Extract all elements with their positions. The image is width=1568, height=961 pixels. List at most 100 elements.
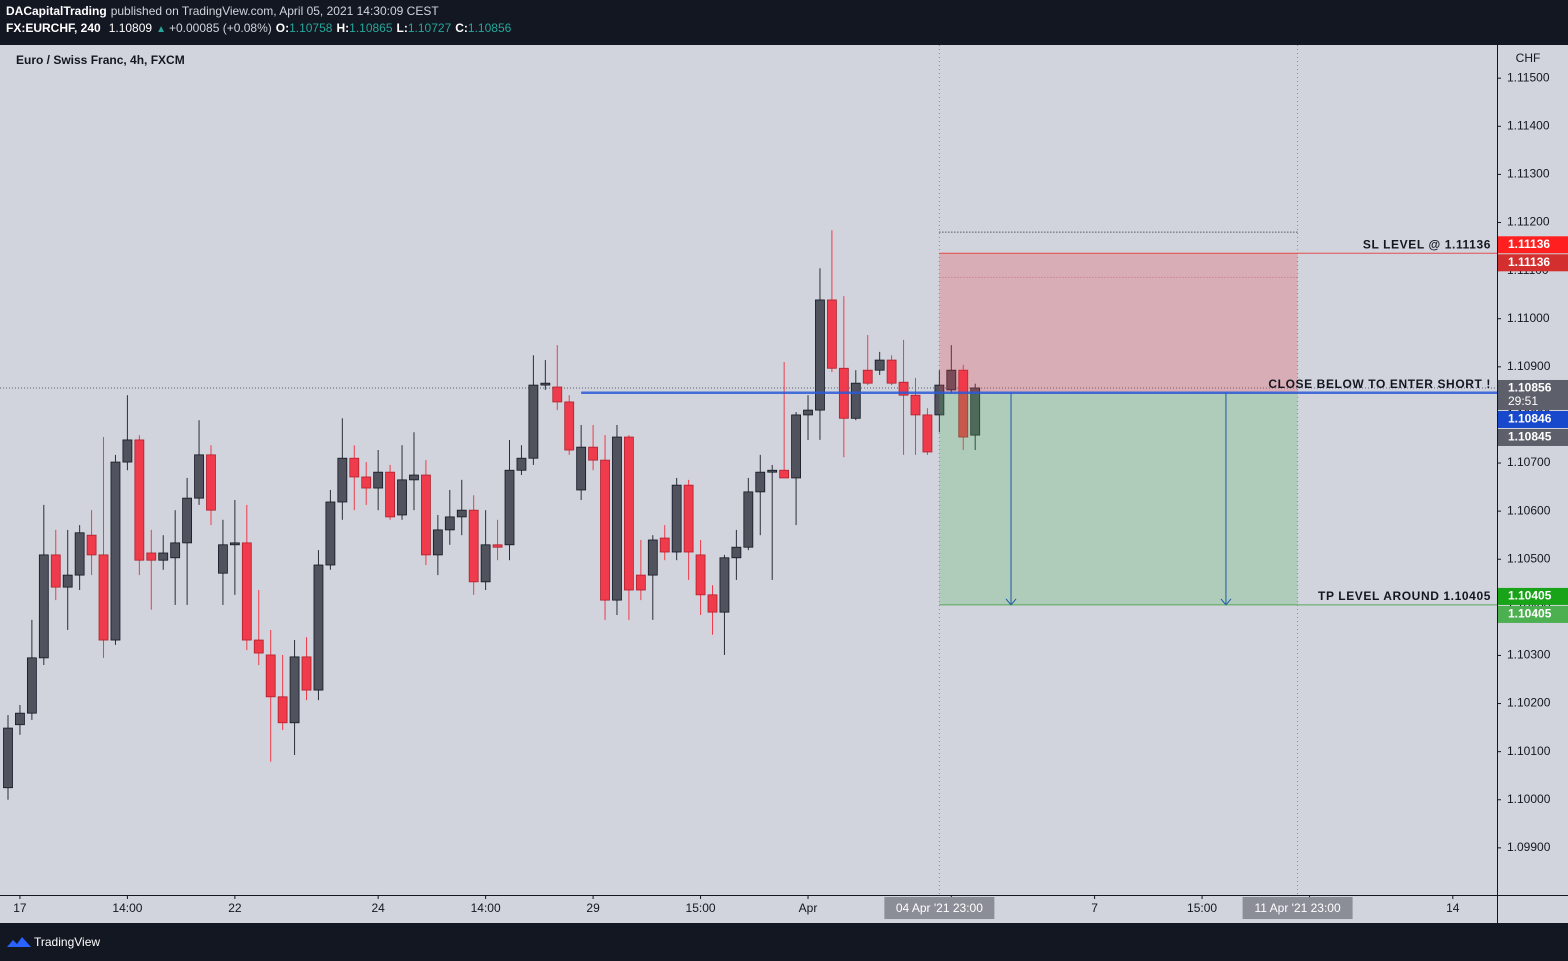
candle-body	[86, 534, 97, 556]
candle-body	[934, 384, 945, 416]
y-tick-label: 1.11000	[1507, 311, 1550, 325]
price-label-bg	[1498, 587, 1568, 605]
ohlc-label: H:	[336, 21, 349, 35]
candle-body	[958, 369, 969, 438]
candle-body	[158, 552, 169, 561]
candle-body	[289, 656, 300, 724]
x-tick-label: 29	[586, 901, 600, 915]
candle-body	[432, 529, 443, 556]
candle-body	[588, 446, 598, 461]
x-tick-label: 17	[13, 901, 27, 915]
ohlc-label: O:	[276, 21, 289, 35]
candle-body	[707, 594, 718, 613]
level-annotation: SL LEVEL @ 1.11136	[1363, 237, 1491, 251]
candle-body	[850, 382, 861, 419]
candle-body	[910, 394, 921, 416]
marker-label: 11 Apr '21 23:00	[1255, 901, 1341, 915]
candle-body	[683, 484, 694, 553]
marker-label: 04 Apr '21 23:00	[896, 901, 983, 915]
price-label: 1.10846	[1508, 412, 1552, 426]
candle-body	[516, 457, 527, 471]
x-tick-label: 14:00	[112, 901, 142, 915]
ohlc-value: 1.10856	[468, 21, 512, 35]
candle-body	[504, 469, 515, 546]
candle-body	[456, 509, 467, 518]
candle-body	[38, 554, 49, 659]
candle-body	[755, 471, 766, 493]
logo	[7, 937, 31, 947]
x-tick-label: 14	[1446, 901, 1460, 915]
candle-body	[218, 544, 228, 574]
candles	[3, 230, 981, 800]
level-annotation: CLOSE BELOW TO ENTER SHORT !	[1268, 377, 1491, 391]
candle-body	[576, 446, 587, 491]
candle-body	[253, 639, 264, 654]
symbol: FX:EURCHF, 240	[6, 21, 101, 35]
candle-body	[182, 497, 193, 544]
candle-body	[564, 401, 575, 451]
price-label: 1.10405	[1508, 607, 1552, 621]
candle-body	[361, 476, 372, 489]
candle-body	[815, 299, 825, 411]
y-tick-label: 1.10600	[1507, 503, 1551, 517]
y-tick-label: 1.10900	[1507, 359, 1551, 373]
candle-body	[528, 384, 539, 459]
candle-body	[409, 474, 419, 481]
candle-body	[241, 542, 252, 641]
author: DACapitalTrading	[6, 4, 107, 18]
y-tick-label: 1.09900	[1507, 840, 1551, 854]
candle-body	[15, 712, 25, 726]
price-label: 1.11136	[1508, 237, 1550, 251]
brand: TradingView	[34, 935, 100, 949]
y-tick-label: 1.10300	[1507, 648, 1551, 662]
candle-body	[301, 656, 312, 691]
ohlc-value: 1.10865	[349, 21, 393, 35]
candle-body	[767, 469, 778, 473]
ohlc-label: C:	[455, 21, 468, 35]
candle-body	[444, 516, 455, 531]
chart-background	[0, 45, 1568, 923]
candle-body	[277, 696, 288, 724]
candle-body	[779, 469, 790, 479]
x-tick-label: 24	[371, 901, 385, 915]
candle-body	[62, 574, 73, 588]
candle-body	[468, 509, 479, 583]
candle-body	[421, 474, 431, 556]
candle-body	[337, 457, 348, 503]
candle-body	[229, 542, 240, 546]
candle-body	[874, 359, 885, 371]
candle-body	[194, 454, 204, 499]
y-tick-label: 1.10000	[1507, 792, 1551, 806]
change: +0.00085 (+0.08%)	[169, 21, 272, 35]
published: published on TradingView.com, April 05, …	[111, 4, 440, 18]
stop-zone	[939, 253, 1298, 393]
chart-title: Euro / Swiss Franc, 4h, FXCM	[16, 53, 185, 67]
candle-body	[719, 557, 730, 613]
candle-body	[170, 542, 181, 559]
candle-body	[397, 479, 407, 516]
candle-body	[647, 539, 658, 576]
y-tick-label: 1.10200	[1507, 696, 1551, 710]
candle-body	[659, 537, 670, 553]
candle-body	[385, 471, 396, 518]
y-tick-label: 1.11400	[1507, 118, 1550, 132]
candle-body	[98, 554, 109, 641]
x-tick-label: 15:00	[1187, 901, 1217, 915]
last-price: 1.10809	[109, 21, 153, 35]
candle-body	[612, 436, 622, 601]
candle-body	[552, 386, 563, 403]
price-label-bg	[1498, 410, 1568, 428]
candle-body	[922, 414, 933, 453]
candle-body	[265, 654, 276, 698]
ohlc-label: L:	[397, 21, 408, 35]
candle-body	[803, 409, 813, 416]
candle-body	[134, 439, 145, 561]
price-label: 1.11136	[1508, 255, 1550, 269]
x-tick-label: 14:00	[471, 901, 501, 915]
marker-label-bg	[884, 897, 995, 919]
price-label: 1.10845	[1508, 430, 1552, 444]
header-line-1: DACapitalTrading published on TradingView…	[6, 4, 439, 18]
candle-body	[325, 501, 336, 566]
